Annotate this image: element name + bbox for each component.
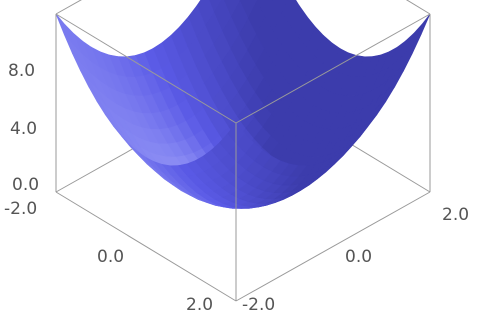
bounding-box-front	[55, 13, 431, 302]
z-tick-label-0: 0.0	[12, 175, 39, 195]
x-tick-label-neg2: -2.0	[4, 199, 37, 219]
y-tick-label-0: 0.0	[345, 247, 372, 267]
box-edge-top-front-left	[55, 13, 237, 124]
z-tick-label-8: 8.0	[8, 61, 35, 81]
box-edge-front-bottom-right	[235, 191, 431, 302]
x-tick-label-2: 2.0	[186, 295, 213, 315]
y-tick-label-2: 2.0	[442, 205, 469, 225]
x-tick-label-0: 0.0	[97, 247, 124, 267]
z-tick-label-4: 4.0	[10, 119, 37, 139]
box-edge-front-bottom-left	[55, 191, 237, 302]
surface-mesh	[55, 0, 431, 209]
box-edge-top-front-right	[235, 13, 431, 124]
y-tick-label-neg2: -2.0	[242, 295, 275, 315]
